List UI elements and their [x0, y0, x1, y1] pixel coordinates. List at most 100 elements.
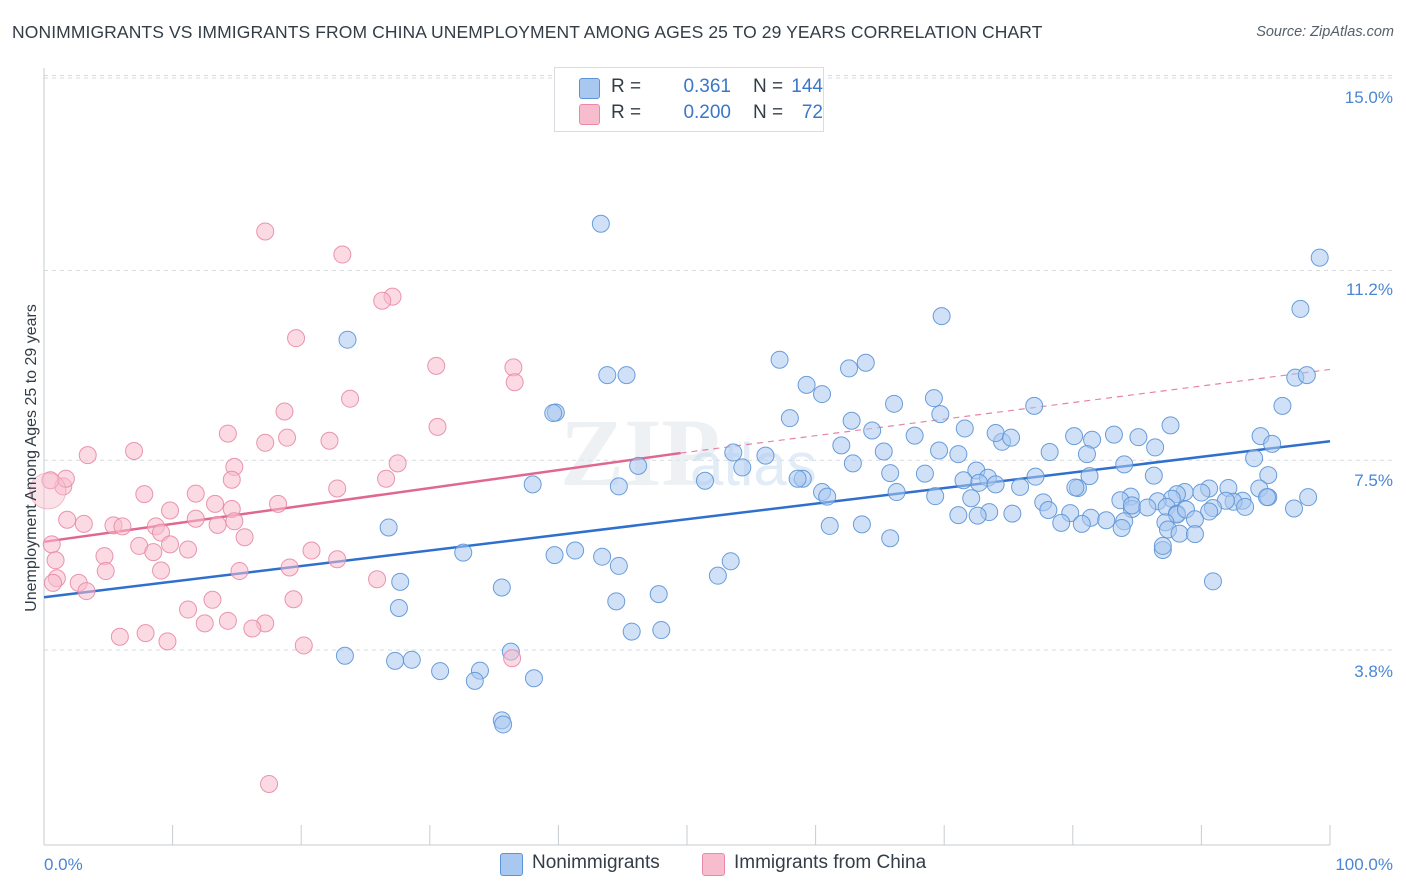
point-immigrants-china [161, 535, 180, 554]
point-immigrants-china [256, 433, 275, 452]
point-immigrants-china [225, 512, 244, 531]
point-immigrants-china [218, 424, 237, 443]
point-nonimmigrants [1097, 511, 1116, 530]
point-nonimmigrants [1026, 467, 1045, 486]
point-nonimmigrants [431, 662, 450, 681]
source-credit: Source: ZipAtlas.com [1256, 24, 1394, 40]
point-nonimmigrants [930, 441, 949, 460]
point-nonimmigrants [932, 307, 951, 326]
point-nonimmigrants [1002, 428, 1021, 447]
point-immigrants-china [427, 356, 446, 375]
point-immigrants-china [341, 389, 360, 408]
point-nonimmigrants [379, 518, 398, 537]
point-immigrants-china [58, 510, 77, 529]
point-nonimmigrants [696, 471, 715, 490]
point-nonimmigrants [1104, 425, 1123, 444]
point-nonimmigrants [968, 506, 987, 525]
point-immigrants-china [46, 551, 65, 570]
point-nonimmigrants [955, 419, 974, 438]
point-immigrants-china [373, 291, 392, 310]
point-nonimmigrants [1310, 248, 1329, 267]
n-value: 72 [801, 102, 823, 123]
point-immigrants-china [278, 428, 297, 447]
point-nonimmigrants [1291, 299, 1310, 318]
point-immigrants-china [428, 417, 447, 436]
point-nonimmigrants [1297, 366, 1316, 385]
point-nonimmigrants [770, 350, 789, 369]
point-nonimmigrants [523, 475, 542, 494]
point-nonimmigrants [926, 487, 945, 506]
point-nonimmigrants [1040, 443, 1059, 462]
y-tick-label-7-5: 7.5% [1354, 471, 1393, 490]
point-nonimmigrants [1203, 572, 1222, 591]
tick-labels: 0.0% 100.0% 3.8% 7.5% 11.2% 15.0% Unempl… [23, 88, 1393, 874]
point-nonimmigrants [924, 389, 943, 408]
point-immigrants-china [41, 471, 60, 490]
point-immigrants-china [275, 402, 294, 421]
point-nonimmigrants [986, 424, 1005, 443]
y-tick-label-3-8: 3.8% [1354, 662, 1393, 681]
point-nonimmigrants [1273, 396, 1292, 415]
n-label: N = [753, 76, 784, 97]
point-nonimmigrants [607, 592, 626, 611]
point-immigrants-china [158, 632, 177, 651]
correlation-legend: R = 0.361 N = 144 R = 0.200 N = 72 [554, 67, 824, 132]
r-label: R = [611, 102, 642, 123]
legend-swatch-pink [579, 104, 600, 125]
point-nonimmigrants [1072, 514, 1091, 533]
point-nonimmigrants [1257, 488, 1276, 507]
series-legend: Nonimmigrants Immigrants from China [0, 850, 1406, 880]
point-nonimmigrants [1011, 477, 1030, 496]
trend-line-0 [43, 440, 1331, 599]
point-immigrants-china [179, 540, 198, 559]
point-nonimmigrants [1025, 396, 1044, 415]
y-tick-label-11-2: 11.2% [1346, 280, 1393, 299]
y-axis-title: Unemployment Among Ages 25 to 29 years [23, 304, 40, 612]
point-nonimmigrants [1259, 466, 1278, 485]
point-immigrants-china [388, 454, 407, 473]
point-nonimmigrants [1299, 488, 1318, 507]
point-immigrants-china [44, 573, 63, 592]
point-immigrants-china [328, 479, 347, 498]
point-nonimmigrants [591, 214, 610, 233]
point-nonimmigrants [905, 426, 924, 445]
point-nonimmigrants [1236, 497, 1255, 516]
chart-title: NONIMMIGRANTS VS IMMIGRANTS FROM CHINA U… [12, 22, 1043, 42]
point-nonimmigrants [335, 646, 354, 665]
point-immigrants-china [230, 562, 249, 581]
point-nonimmigrants [389, 598, 408, 617]
point-nonimmigrants [1200, 502, 1219, 521]
point-immigrants-china [152, 561, 171, 580]
point-nonimmigrants [1066, 478, 1085, 497]
point-immigrants-china [218, 611, 237, 630]
point-nonimmigrants [820, 516, 839, 535]
point-nonimmigrants [1077, 445, 1096, 464]
point-nonimmigrants [840, 359, 859, 378]
point-immigrants-china [235, 528, 254, 547]
point-immigrants-china [136, 624, 155, 643]
point-nonimmigrants [1192, 483, 1211, 502]
point-immigrants-china [144, 543, 163, 562]
point-nonimmigrants [609, 556, 628, 575]
point-nonimmigrants [629, 456, 648, 475]
point-nonimmigrants [1138, 498, 1157, 517]
point-nonimmigrants [494, 715, 513, 734]
point-immigrants-china [256, 222, 275, 241]
point-immigrants-china [195, 614, 214, 633]
point-immigrants-china [280, 558, 299, 577]
point-nonimmigrants [391, 572, 410, 591]
point-nonimmigrants [454, 543, 473, 562]
point-immigrants-china [269, 494, 288, 513]
point-nonimmigrants [593, 547, 612, 566]
n-label: N = [753, 102, 784, 123]
point-nonimmigrants [949, 445, 968, 464]
point-immigrants-china [78, 446, 97, 465]
point-immigrants-china [186, 484, 205, 503]
point-immigrants-china [74, 514, 93, 533]
point-nonimmigrants [780, 409, 799, 428]
point-nonimmigrants [609, 477, 628, 496]
point-nonimmigrants [874, 442, 893, 461]
point-immigrants-china [110, 627, 129, 646]
point-nonimmigrants [1065, 427, 1084, 446]
